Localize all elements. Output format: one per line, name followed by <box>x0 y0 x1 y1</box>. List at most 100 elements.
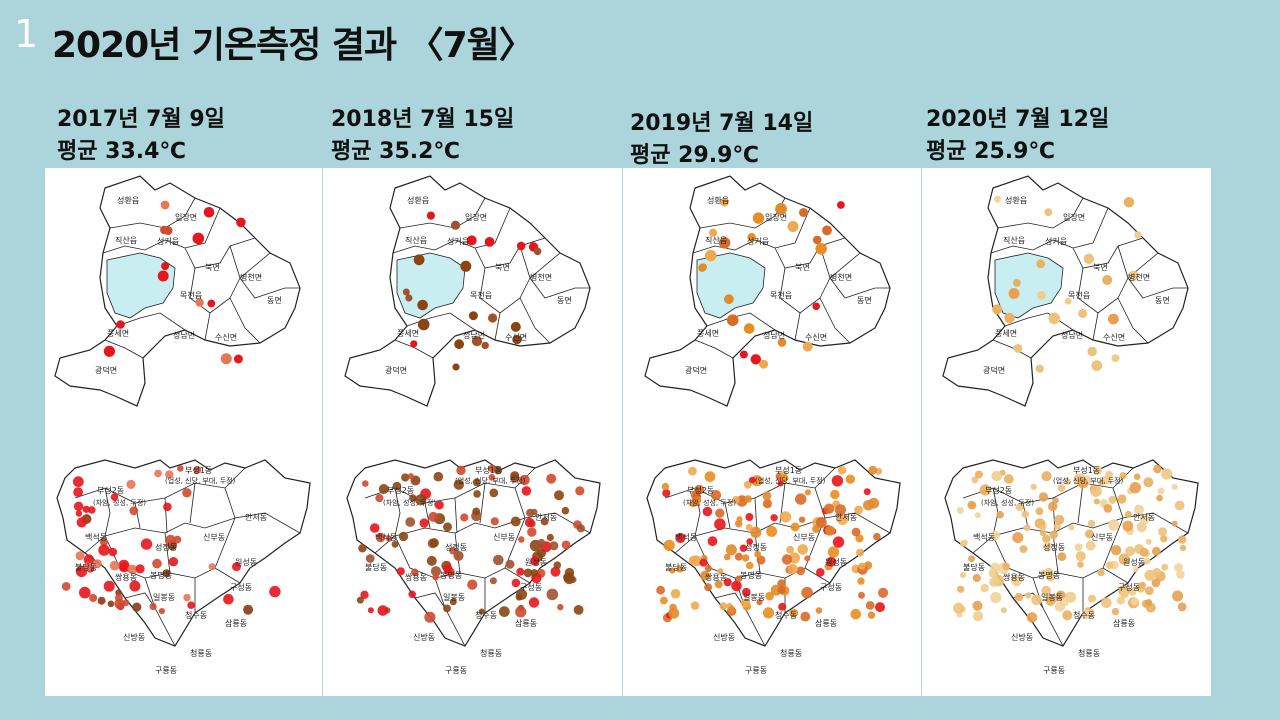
measurement-dot <box>834 504 846 516</box>
district-label: 직산읍 <box>405 235 427 245</box>
measurement-dot <box>510 321 521 332</box>
measurement-dot <box>734 552 743 561</box>
measurement-dot <box>812 302 820 311</box>
measurement-dot <box>1117 494 1127 504</box>
dong-map <box>56 459 311 647</box>
measurement-dot <box>857 577 865 585</box>
measurement-dot <box>419 518 429 528</box>
column-header-2018: 2018년 7월 15일 평균 35.2℃ <box>331 104 611 168</box>
measurement-dot <box>735 520 743 528</box>
dong-border <box>84 512 301 554</box>
measurement-dot <box>1081 609 1092 620</box>
panel-divider <box>322 168 323 696</box>
measurement-dot <box>731 580 742 592</box>
district-border <box>519 297 551 344</box>
measurement-dot <box>203 207 215 218</box>
measurement-dot <box>478 608 485 615</box>
measurement-dot <box>554 490 564 501</box>
district-label: 북면 <box>1093 262 1108 272</box>
measurement-dot <box>1014 592 1024 602</box>
dong-label: 봉명동 <box>150 570 172 580</box>
dong-label: 불당동 <box>963 562 985 572</box>
measurement-dot <box>1125 546 1135 557</box>
district-label: 동면 <box>857 295 872 305</box>
district-label: 직산읍 <box>705 235 727 245</box>
dong-label: 원성동 <box>525 558 547 567</box>
measurement-dot <box>990 562 1000 572</box>
measurement-dot <box>103 580 115 592</box>
dong-label: 쌍용동 <box>405 572 427 582</box>
measurement-dot <box>851 527 861 537</box>
measurement-dot <box>1108 519 1120 531</box>
dong-label: 신부동 <box>793 533 815 542</box>
measurement-dot <box>777 338 787 347</box>
measurement-dot <box>656 585 665 595</box>
measurement-dot <box>754 550 762 558</box>
measurement-dot <box>530 556 540 566</box>
dong-map <box>346 459 601 647</box>
measurement-dot <box>799 208 808 217</box>
measurement-dot <box>804 555 811 562</box>
measurement-dot <box>576 524 585 533</box>
date-label: 2019년 7월 14일 <box>630 111 814 136</box>
measurement-dot <box>489 577 497 585</box>
measurement-dot <box>688 555 698 565</box>
measurement-dot <box>402 288 410 296</box>
measurement-dot <box>360 590 369 599</box>
measurement-dot <box>704 249 717 262</box>
district-label: 목천읍 <box>180 290 202 300</box>
measurement-dot <box>991 470 1002 482</box>
dong-label: 신부동 <box>493 533 515 542</box>
district-label: 성거읍 <box>447 237 469 246</box>
measurement-dot <box>868 465 878 475</box>
measurement-dot <box>816 568 825 577</box>
average-temp-label: 평균 35.2℃ <box>331 139 461 164</box>
measurement-dot <box>775 203 787 215</box>
measurement-dot <box>158 608 165 615</box>
measurement-dot <box>519 474 530 486</box>
measurement-dot <box>865 601 875 610</box>
measurement-dot <box>715 508 725 518</box>
measurement-dot <box>825 525 836 536</box>
measurement-dot <box>88 506 96 514</box>
measurement-dot <box>1178 535 1187 544</box>
measurement-dot <box>1172 590 1184 602</box>
measurement-dot <box>822 225 832 236</box>
measurement-dot <box>747 233 756 242</box>
measurement-dot <box>704 471 716 482</box>
measurement-dot <box>195 298 204 307</box>
measurement-dot <box>449 598 457 606</box>
measurement-dot <box>426 211 435 220</box>
measurement-dot <box>526 508 535 517</box>
measurement-dot <box>415 494 427 506</box>
district-label: 목천읍 <box>770 290 792 300</box>
measurement-dot <box>424 611 436 623</box>
measurement-dot <box>114 598 125 609</box>
district-label: 동면 <box>267 295 282 305</box>
measurement-dot <box>481 341 489 350</box>
dong-border <box>1112 487 1124 519</box>
measurement-dot <box>510 516 521 527</box>
measurement-dot <box>726 314 739 326</box>
measurement-dot <box>1010 574 1023 587</box>
measurement-dot <box>1013 344 1023 353</box>
measurement-dot <box>76 517 87 528</box>
dong-border <box>1077 482 1084 524</box>
measurement-dot <box>73 487 83 497</box>
dong-border <box>514 487 526 519</box>
dong-label: 삼룡동 <box>225 618 247 628</box>
dong-label: (업성, 신당, 부대, 두정) <box>755 476 826 485</box>
dong-outline <box>56 459 311 647</box>
measurement-dot <box>163 502 172 512</box>
map-panel-2018: 성환읍 입장면 직산읍 성거읍 북면 병천면 목천읍 동면 풍세면 성남면 수신면 광덕면 부성1동 (업… <box>335 168 611 696</box>
district-outline <box>344 175 591 407</box>
average-temp-label: 평균 33.4℃ <box>57 139 187 164</box>
dong-label: 성정동 <box>745 542 767 552</box>
dong-border <box>224 487 236 519</box>
measurement-dot <box>777 585 786 595</box>
measurement-dot <box>152 558 162 569</box>
measurement-dot <box>812 525 820 533</box>
date-label: 2017년 7월 9일 <box>57 107 225 132</box>
measurement-dot <box>75 510 83 517</box>
dong-label: 부성2동 <box>687 486 714 495</box>
